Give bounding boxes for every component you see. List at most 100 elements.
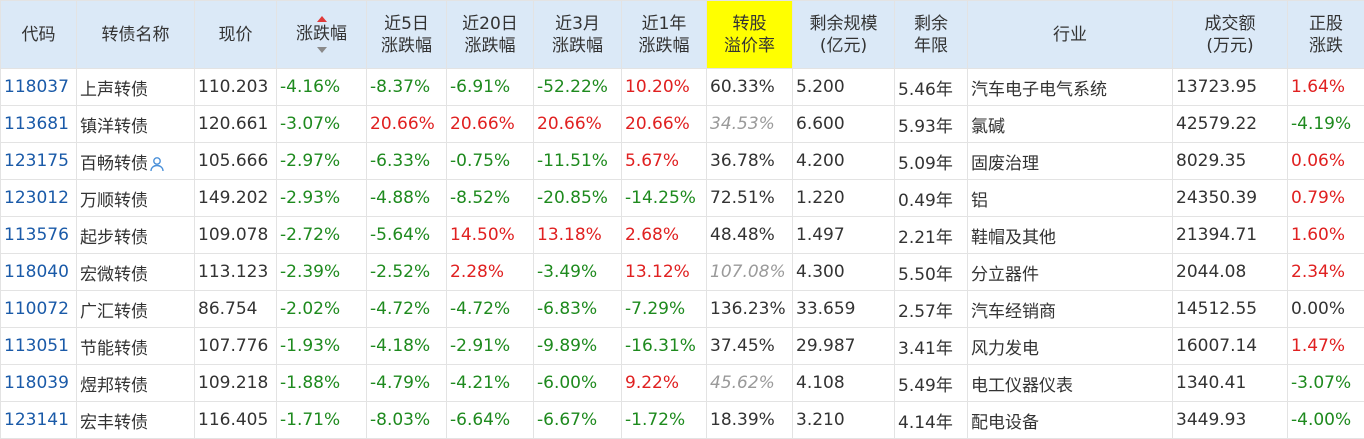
cell-years: 5.50年 [894,253,968,291]
cell-code[interactable]: 113051 [0,327,77,365]
table-row[interactable]: 110072 广汇转债 86.754 -2.02% -4.72% -4.72% -6.83%… [0,290,1364,328]
stockchg-value: 1.60% [1291,225,1346,245]
chg-value: -2.72% [280,225,341,245]
chg3m-value: -6.83% [537,299,598,319]
column-header-industry[interactable]: 行业 [967,0,1173,69]
column-header-chg20d[interactable]: 近20日 涨跌幅 [446,0,534,69]
cell-chg: -2.02% [276,290,367,328]
years-value: 5.09年 [898,153,953,174]
code-value[interactable]: 123175 [4,151,69,171]
table-row[interactable]: 113051 节能转债 107.776 -1.93% -4.18% -2.91% -9.89… [0,327,1364,365]
table-row[interactable]: 123012 万顺转债 149.202 -2.93% -4.88% -8.52% -20.8… [0,179,1364,217]
column-header-premium[interactable]: 转股 溢价率 [706,0,793,69]
cell-code[interactable]: 123012 [0,179,77,217]
column-header-stockchg[interactable]: 正股 涨跌 [1287,0,1364,69]
name-value[interactable]: 百畅转债 [80,153,148,174]
cell-chg5d: -8.37% [366,68,447,106]
column-header-code[interactable]: 代码 [0,0,77,69]
premium-value: 107.08% [710,262,786,282]
column-header-chg[interactable]: 涨跌幅 [276,0,367,69]
cell-chg1y: -16.31% [621,327,707,365]
cell-name[interactable]: 百畅转债 [76,142,195,180]
chg5d-value: -6.33% [370,151,431,171]
cell-code[interactable]: 123141 [0,401,77,439]
cell-code[interactable]: 113576 [0,216,77,254]
chg5d-value: -4.72% [370,299,431,319]
cell-chg3m: -20.85% [533,179,622,217]
sort-desc-icon[interactable] [316,47,327,53]
cell-name[interactable]: 煜邦转债 [76,364,195,402]
cell-name[interactable]: 广汇转债 [76,290,195,328]
table-row[interactable]: 118039 煜邦转债 109.218 -1.88% -4.79% -4.21% -6.00… [0,364,1364,402]
table-row[interactable]: 113681 镇洋转债 120.661 -3.07% 20.66% 20.66% 20.66… [0,105,1364,143]
column-header-price[interactable]: 现价 [194,0,277,69]
code-value[interactable]: 123141 [4,410,69,430]
cell-code[interactable]: 118040 [0,253,77,291]
name-value[interactable]: 万顺转债 [80,190,148,211]
cell-price: 116.405 [194,401,277,439]
cell-code[interactable]: 123175 [0,142,77,180]
name-value[interactable]: 起步转债 [80,227,148,248]
table-row[interactable]: 118040 宏微转债 113.123 -2.39% -2.52% 2.28% -3.49%… [0,253,1364,291]
cell-name[interactable]: 万顺转债 [76,179,195,217]
user-icon[interactable] [149,156,165,172]
column-header-chg1y[interactable]: 近1年 涨跌幅 [621,0,707,69]
column-header-chg5d[interactable]: 近5日 涨跌幅 [366,0,447,69]
stockchg-value: 2.34% [1291,262,1346,282]
name-value[interactable]: 上声转债 [80,79,148,100]
cell-name[interactable]: 上声转债 [76,68,195,106]
cell-chg1y: -1.72% [621,401,707,439]
name-value[interactable]: 宏微转债 [80,264,148,285]
code-value[interactable]: 110072 [4,299,69,319]
sort-asc-icon[interactable] [316,16,327,22]
cell-chg3m: -11.51% [533,142,622,180]
column-header-label: 剩余规模 [809,13,878,34]
column-header-name[interactable]: 转债名称 [76,0,195,69]
cell-volume: 21394.71 [1172,216,1288,254]
table-row[interactable]: 123175 百畅转债 105.666 -2.97% -6.33% -0.75% -11.5… [0,142,1364,180]
name-value[interactable]: 广汇转债 [80,301,148,322]
table-row[interactable]: 113576 起步转债 109.078 -2.72% -5.64% 14.50% 13.18… [0,216,1364,254]
cell-name[interactable]: 镇洋转债 [76,105,195,143]
cell-code[interactable]: 118039 [0,364,77,402]
code-value[interactable]: 118039 [4,373,69,393]
years-value: 5.93年 [898,116,953,137]
cell-volume: 42579.22 [1172,105,1288,143]
table-row[interactable]: 118037 上声转债 110.203 -4.16% -8.37% -6.91% -52.2… [0,68,1364,106]
premium-value: 136.23% [710,299,786,319]
cell-years: 5.49年 [894,364,968,402]
column-header-chg3m[interactable]: 近3月 涨跌幅 [533,0,622,69]
code-value[interactable]: 118040 [4,262,69,282]
cell-name[interactable]: 宏丰转债 [76,401,195,439]
cell-name[interactable]: 起步转债 [76,216,195,254]
cell-name[interactable]: 节能转债 [76,327,195,365]
cell-volume: 1340.41 [1172,364,1288,402]
name-value[interactable]: 宏丰转债 [80,412,148,433]
scale-value: 3.210 [796,410,845,430]
table-row[interactable]: 123141 宏丰转债 116.405 -1.71% -8.03% -6.64% -6.67… [0,401,1364,439]
cell-volume: 13723.95 [1172,68,1288,106]
cell-industry: 分立器件 [967,253,1173,291]
price-value: 109.218 [198,373,269,393]
cell-name[interactable]: 宏微转债 [76,253,195,291]
code-value[interactable]: 113681 [4,114,69,134]
chg-value: -1.71% [280,410,341,430]
code-value[interactable]: 113051 [4,336,69,356]
column-header-volume[interactable]: 成交额 (万元) [1172,0,1288,69]
cell-code[interactable]: 110072 [0,290,77,328]
column-header-scale[interactable]: 剩余规模 (亿元) [792,0,895,69]
name-value[interactable]: 节能转债 [80,338,148,359]
column-header-years[interactable]: 剩余 年限 [894,0,968,69]
volume-value: 16007.14 [1176,336,1258,356]
name-value[interactable]: 镇洋转债 [80,116,148,137]
name-value[interactable]: 煜邦转债 [80,375,148,396]
price-value: 113.123 [198,262,269,282]
code-value[interactable]: 113576 [4,225,69,245]
premium-value: 37.45% [710,336,775,356]
code-value[interactable]: 123012 [4,188,69,208]
cell-code[interactable]: 118037 [0,68,77,106]
cell-code[interactable]: 113681 [0,105,77,143]
cell-industry: 电工仪器仪表 [967,364,1173,402]
code-value[interactable]: 118037 [4,77,69,97]
scale-value: 4.200 [796,151,845,171]
